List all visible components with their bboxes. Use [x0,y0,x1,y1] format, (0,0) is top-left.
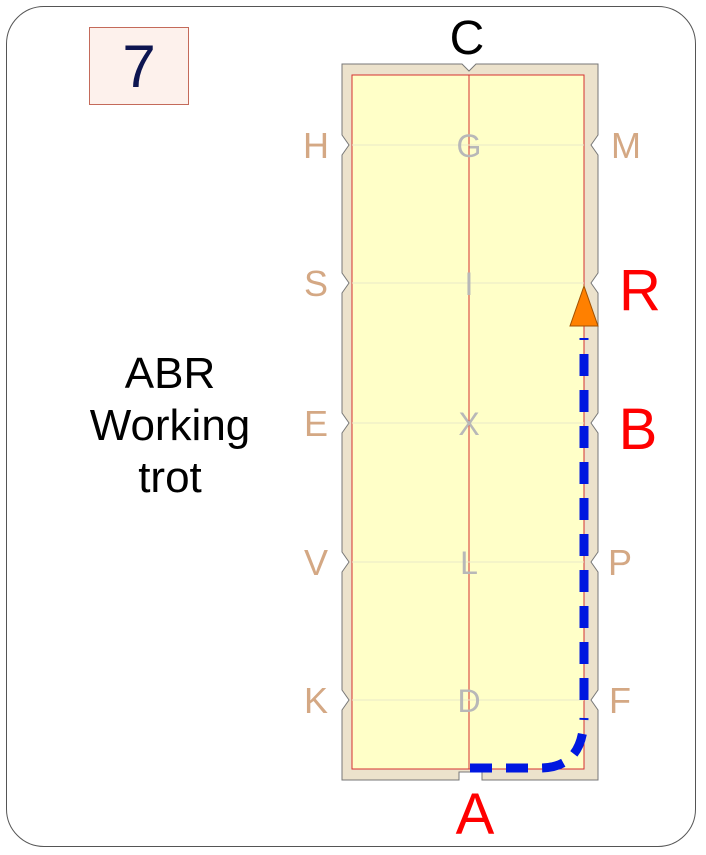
description-line-2: Working [89,401,251,450]
direction-arrow-icon [569,284,599,327]
movement-description: ABR Working trot [70,348,270,504]
letter-H: H [303,125,329,166]
letter-X: X [458,406,479,442]
arena-surface [351,74,585,770]
letter-P: P [608,542,632,583]
letter-B: B [619,397,658,462]
letter-A: A [456,782,495,847]
marker-guide-lines [352,144,584,701]
letter-K: K [304,680,328,721]
letter-F: F [609,680,631,721]
description-line-1: ABR [124,349,216,398]
letter-E: E [304,403,328,444]
movement-number-box: 7 [89,27,189,105]
movement-number: 7 [122,32,156,100]
letter-S: S [304,263,328,304]
letter-G: G [457,128,482,164]
letter-V: V [304,542,328,583]
letter-R: R [619,258,661,323]
letter-C: C [450,12,485,65]
letter-M: M [611,125,641,166]
letter-I: I [465,266,474,302]
description-line-3: trot [138,453,202,502]
letter-L: L [460,545,478,581]
letter-D: D [457,683,480,719]
